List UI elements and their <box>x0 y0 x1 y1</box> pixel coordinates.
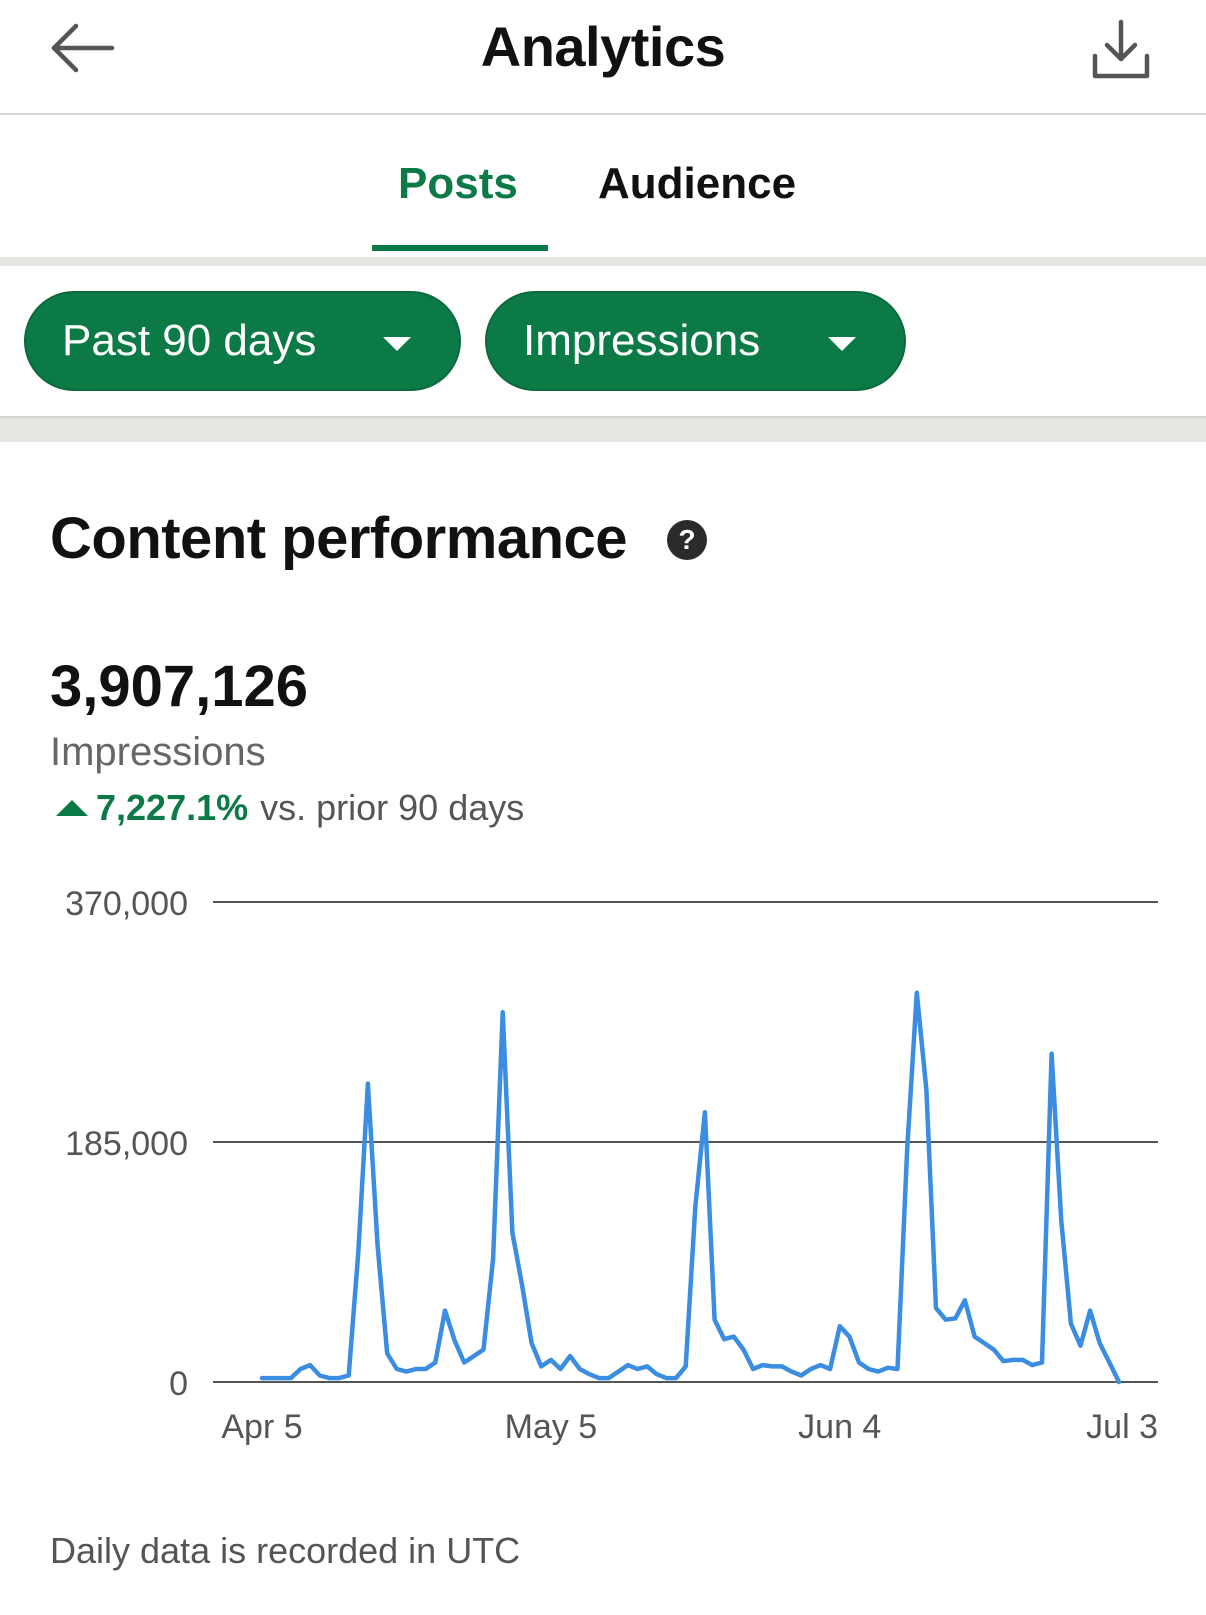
download-icon <box>1092 19 1150 79</box>
metric-dropdown-label: Impressions <box>523 316 761 365</box>
footnote: Daily data is recorded in UTC <box>50 1530 521 1571</box>
filter-bar: Past 90 days Impressions <box>0 266 1206 416</box>
date-range-dropdown[interactable]: Past 90 days <box>24 291 461 391</box>
tab-bar: Posts Audience <box>0 115 1206 257</box>
question-circle-icon[interactable]: ? <box>667 520 707 560</box>
section-title: Content performance <box>50 506 628 571</box>
x-tick-label: Jun 4 <box>798 1408 881 1446</box>
metric-label: Impressions <box>50 730 266 774</box>
caret-down-icon <box>383 337 411 351</box>
tab-audience[interactable]: Audience <box>598 159 797 208</box>
app-header: Analytics <box>0 0 1206 115</box>
active-tab-indicator <box>372 245 548 251</box>
metric-value: 3,907,126 <box>50 654 309 719</box>
x-tick-label: May 5 <box>505 1408 598 1446</box>
trend-percent: 7,227.1% <box>96 787 249 828</box>
arrow-left-icon <box>51 23 115 73</box>
download-button[interactable] <box>1090 18 1152 82</box>
tab-posts[interactable]: Posts <box>398 159 518 208</box>
page-title: Analytics <box>480 15 726 78</box>
x-tick-label: Jul 3 <box>1086 1408 1158 1446</box>
trend-text: vs. prior 90 days <box>260 787 525 828</box>
trend-indicator: 7,227.1% vs. prior 90 days <box>56 787 524 829</box>
divider <box>0 416 1206 442</box>
y-tick-label: 0 <box>169 1365 188 1403</box>
metric-dropdown[interactable]: Impressions <box>485 291 906 391</box>
impressions-chart: 370,000 185,000 0 Apr 5 May 5 Jun 4 Jul 3 <box>65 885 1158 1446</box>
date-range-label: Past 90 days <box>62 316 317 365</box>
y-tick-label: 370,000 <box>65 885 188 923</box>
caret-down-icon <box>828 337 856 351</box>
triangle-up-icon <box>56 800 88 816</box>
y-tick-label: 185,000 <box>65 1125 188 1163</box>
divider <box>0 257 1206 266</box>
impressions-series-line <box>259 990 1122 1385</box>
x-tick-label: Apr 5 <box>221 1408 302 1446</box>
back-button[interactable] <box>48 22 118 78</box>
